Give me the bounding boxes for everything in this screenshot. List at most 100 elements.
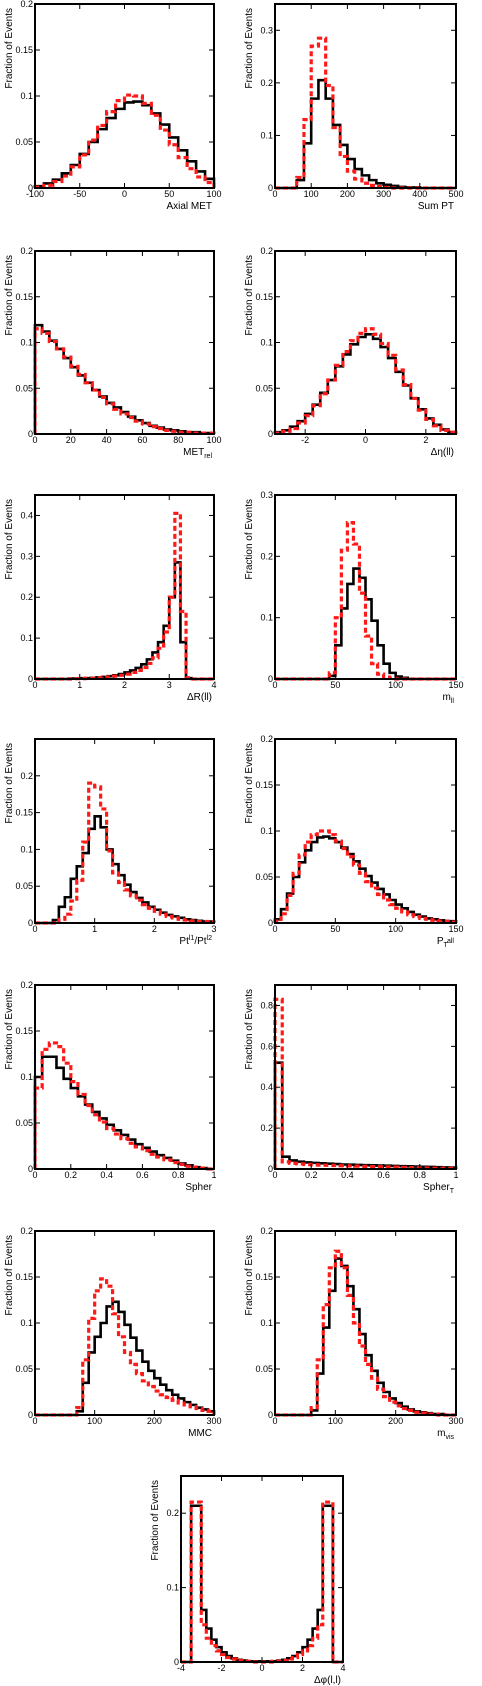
y-tick-label: 0.1 (20, 844, 33, 854)
y-axis-label: Fraction of Events (244, 1235, 255, 1316)
y-tick-label: 0.1 (260, 130, 273, 140)
y-tick-label: 0.3 (260, 490, 273, 500)
y-tick-label: 0.05 (15, 1118, 33, 1128)
y-tick-label: 0.05 (255, 383, 273, 393)
x-tick-label: 80 (173, 435, 183, 445)
y-tick-label: 0.05 (15, 881, 33, 891)
y-tick-label: 0 (28, 918, 33, 928)
y-axis-label: Fraction of Events (244, 8, 255, 89)
x-tick-label: -100 (26, 189, 44, 199)
x-axis-label: Spher (185, 1182, 212, 1193)
y-axis-label: Fraction of Events (4, 1235, 15, 1316)
y-tick-label: 0.1 (20, 633, 33, 643)
x-tick-label: 100 (206, 189, 221, 199)
x-tick-label: 200 (388, 1416, 403, 1426)
y-tick-label: 0.1 (20, 338, 33, 348)
y-tick-label: 0.4 (260, 1082, 273, 1092)
x-tick-label: 0 (32, 1170, 37, 1180)
y-tick-label: 0.15 (255, 1272, 273, 1282)
x-tick-label: 0 (363, 435, 368, 445)
y-axis-label: Fraction of Events (244, 743, 255, 824)
x-tick-label: 0.4 (341, 1170, 354, 1180)
y-tick-label: 0.1 (260, 338, 273, 348)
y-tick-label: 0.1 (260, 613, 273, 623)
x-tick-label: 60 (137, 435, 147, 445)
y-axis-label: Fraction of Events (4, 255, 15, 336)
chart-panel-delta-eta: -2 0 2 0 0.05 0.1 0.15 0.2 Δη(ll) Fraction of Eve… (244, 246, 458, 458)
x-axis-label: ΔR(ll) (187, 692, 212, 703)
chart-panel-mmc: 0 100 200 300 0 0.05 0.1 0.15 0.2 MMC Fraction of … (4, 1226, 222, 1439)
y-tick-label: 0.15 (15, 1272, 33, 1282)
solid-black-histogram-axial-met (33, 100, 216, 188)
y-tick-label: 0.15 (15, 45, 33, 55)
chart-panel-met-rel: 0 20 40 60 80 100 0 0.05 0.1 0.15 0.2 METrel Fractio… (4, 246, 222, 460)
y-tick-label: 0.1 (20, 1318, 33, 1328)
y-tick-label: 0.2 (260, 1123, 273, 1133)
y-axis-label: Fraction of Events (4, 8, 15, 89)
x-tick-label: 2 (300, 1663, 305, 1673)
solid-black-histogram-spher-t (273, 1061, 458, 1169)
y-tick-label: 0.15 (255, 292, 273, 302)
x-tick-label: 100 (328, 1416, 343, 1426)
x-tick-label: -2 (301, 435, 309, 445)
x-tick-label: 3 (211, 924, 216, 934)
x-tick-label: 0.8 (172, 1170, 185, 1180)
y-tick-label: 0.2 (20, 246, 33, 256)
x-tick-label: 300 (206, 1416, 221, 1426)
y-tick-label: 0.1 (260, 826, 273, 836)
x-tick-label: 1 (92, 924, 97, 934)
chart-panel-delta-phi: -4 -2 0 2 4 0 0.1 0.2 Δφ(l,l) Fraction of Events (150, 1475, 346, 1686)
x-tick-label: 100 (87, 1416, 102, 1426)
x-tick-label: 50 (330, 924, 340, 934)
dashed-red-histogram-pt-all (273, 829, 458, 924)
solid-black-histogram-sum-pt (275, 78, 456, 190)
dashed-red-histogram-m-ll (275, 521, 456, 681)
y-tick-label: 0.2 (20, 1226, 33, 1236)
plot-frame (274, 494, 457, 680)
y-tick-label: 0.15 (15, 1026, 33, 1036)
x-tick-label: 1 (211, 1170, 216, 1180)
y-tick-label: 0.3 (260, 25, 273, 35)
x-tick-label: -2 (217, 1663, 225, 1673)
x-axis-label: Δη(ll) (431, 447, 454, 458)
y-tick-label: 0.05 (15, 137, 33, 147)
x-tick-label: 0 (259, 1663, 264, 1673)
y-tick-label: 0 (268, 674, 273, 684)
dashed-red-histogram-m-vis (275, 1249, 456, 1417)
x-tick-label: 0 (32, 435, 37, 445)
x-tick-label: 0 (272, 1416, 277, 1426)
x-tick-label: 2 (423, 435, 428, 445)
x-tick-label: 4 (211, 680, 216, 690)
dashed-red-histogram-axial-met (33, 93, 216, 189)
x-tick-label: 0 (272, 189, 277, 199)
y-tick-label: 0.3 (20, 551, 33, 561)
x-tick-label: 40 (102, 435, 112, 445)
y-tick-label: 0.15 (255, 780, 273, 790)
y-tick-label: 0.1 (20, 91, 33, 101)
x-axis-label: Δφ(l,l) (314, 1675, 341, 1686)
chart-panel-m-ll: 0 50 100 150 0 0.1 0.2 0.3 mll Fraction of Events (244, 490, 464, 705)
x-tick-label: 150 (448, 680, 463, 690)
x-tick-label: 0 (32, 680, 37, 690)
dashed-red-histogram-pt-ratio (35, 781, 216, 925)
y-axis-label: Fraction of Events (244, 255, 255, 336)
x-tick-label: 200 (340, 189, 355, 199)
y-tick-label: 0.1 (260, 1318, 273, 1328)
y-tick-label: 0 (28, 1410, 33, 1420)
x-tick-label: 100 (388, 680, 403, 690)
x-tick-label: 0.8 (414, 1170, 427, 1180)
chart-panel-delta-r: 0 1 2 3 4 0 0.1 0.2 0.3 0.4 ΔR(ll) Fraction of Even… (4, 494, 217, 703)
solid-black-histogram-pt-all (273, 835, 458, 923)
y-tick-label: 0.2 (260, 246, 273, 256)
x-tick-label: 150 (448, 924, 463, 934)
plot-frame (274, 250, 457, 435)
y-tick-label: 0 (174, 1657, 179, 1667)
x-tick-label: 200 (147, 1416, 162, 1426)
plot-frame (34, 250, 215, 435)
x-tick-label: 20 (66, 435, 76, 445)
x-tick-label: 0 (272, 1170, 277, 1180)
x-tick-label: 400 (412, 189, 427, 199)
x-tick-label: 300 (448, 1416, 463, 1426)
x-axis-label: Axial MET (166, 201, 212, 212)
